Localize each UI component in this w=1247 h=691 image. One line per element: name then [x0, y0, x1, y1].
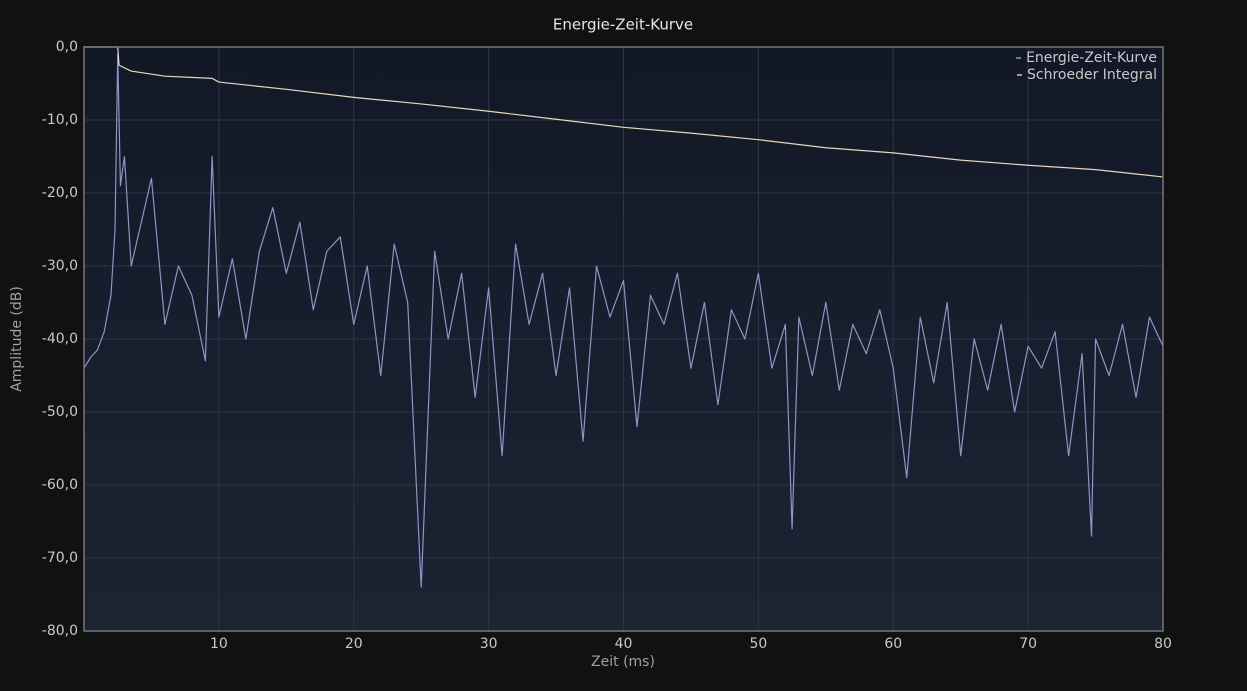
plot-border	[83, 46, 1164, 632]
lines	[83, 46, 1164, 588]
x-tick-label: 40	[615, 636, 633, 652]
line-series	[83, 53, 1164, 588]
y-axis-label: Amplitude (dB)	[9, 286, 25, 392]
y-tick-label: -80,0	[42, 623, 78, 639]
y-tick-label: -60,0	[42, 477, 78, 493]
y-tick-label: -30,0	[42, 258, 78, 274]
legend-label: Schroeder Integral	[1027, 67, 1157, 83]
y-tick-label: -40,0	[42, 331, 78, 347]
y-tick-label: -20,0	[42, 185, 78, 201]
line-series	[84, 46, 1164, 178]
chart-title: Energie-Zeit-Kurve	[553, 16, 693, 34]
y-tick-label: 0,0	[56, 39, 78, 55]
x-tick-label: 20	[345, 636, 363, 652]
y-tick-label: -70,0	[42, 550, 78, 566]
x-tick-label: 50	[749, 636, 767, 652]
x-tick-label: 70	[1019, 636, 1037, 652]
legend-label: Energie-Zeit-Kurve	[1026, 50, 1157, 66]
x-axis-label: Zeit (ms)	[591, 654, 655, 670]
x-tick-label: 30	[480, 636, 498, 652]
y-tick-label: -10,0	[42, 112, 78, 128]
x-tick-label: 60	[884, 636, 902, 652]
x-tick-label: 10	[210, 636, 228, 652]
x-tick-label: 80	[1154, 636, 1172, 652]
y-tick-label: -50,0	[42, 404, 78, 420]
